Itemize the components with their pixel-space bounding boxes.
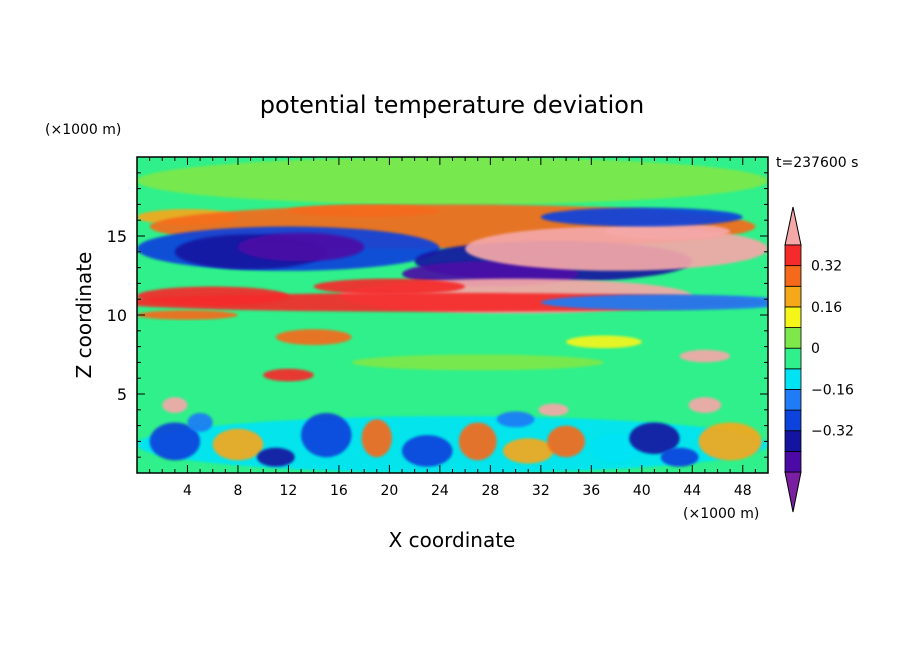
x-tick-label: 48 [734, 483, 752, 499]
contour-region [402, 435, 453, 467]
x-axis-title: X coordinate [389, 528, 516, 552]
colorbar-bin [784, 347, 802, 370]
colorbar-top-arrow [784, 206, 802, 246]
contour-region [313, 278, 466, 295]
x-tick-label: 4 [183, 483, 192, 499]
chart-title: potential temperature deviation [260, 91, 644, 119]
contour-region [660, 447, 699, 467]
x-tick-label: 36 [582, 483, 600, 499]
y-tick-label: 5 [117, 385, 127, 404]
contour-region [538, 403, 569, 417]
x-tick-label: 40 [633, 483, 651, 499]
colorbar-bin [784, 450, 802, 473]
colorbar-tick-label: 0 [811, 341, 820, 357]
x-tick-label: 20 [380, 483, 398, 499]
colorbar-bin [784, 409, 802, 432]
contour-region [698, 422, 762, 461]
contour-region [149, 422, 201, 461]
contour-region [629, 422, 680, 455]
contour-region [496, 411, 535, 428]
contour-field [137, 157, 768, 473]
contour-region [566, 335, 642, 349]
contour-region [162, 397, 188, 413]
colorbar-bin [784, 327, 802, 349]
colorbar: 0.32 0.16 0 −0.16 −0.32 [784, 206, 854, 513]
x-tick-label: 32 [532, 483, 550, 499]
y-tick-label: 10 [107, 306, 127, 325]
y-axis-title: Z coordinate [72, 252, 96, 379]
y-axis: 5 10 15 [107, 172, 768, 458]
contour-region [502, 438, 554, 464]
colorbar-bin [784, 244, 802, 267]
y-tick-label: 15 [107, 227, 127, 246]
contour-region [603, 223, 731, 240]
contour-region [256, 447, 295, 467]
contour-region [137, 286, 289, 306]
contour-region [679, 349, 731, 363]
x-axis: 4 8 12 16 20 24 28 32 36 40 44 48 [149, 157, 756, 499]
colorbar-tick-label: 0.16 [811, 300, 842, 316]
contour-region [275, 329, 352, 346]
x-unit-label: (×1000 m) [683, 506, 759, 522]
contour-region [688, 397, 722, 413]
x-tick-label: 16 [330, 483, 348, 499]
x-tick-label: 12 [280, 483, 298, 499]
contour-region [137, 157, 768, 205]
x-tick-label: 28 [481, 483, 499, 499]
colorbar-tick-label: 0.32 [811, 259, 842, 275]
x-tick-label: 8 [233, 483, 242, 499]
contour-region [540, 294, 768, 311]
contour-region [547, 425, 586, 458]
contour-region [137, 310, 238, 320]
time-label: t=237600 s [776, 155, 858, 171]
x-tick-label: 24 [431, 483, 449, 499]
y-unit-label: (×1000 m) [45, 122, 121, 138]
contour-region [212, 428, 264, 461]
colorbar-bin [784, 265, 802, 287]
contour-region [187, 412, 213, 432]
contour-region [263, 368, 314, 382]
contour-region [361, 419, 392, 458]
contour-region [540, 207, 743, 227]
contour-region [301, 412, 352, 458]
colorbar-tick-label: −0.16 [811, 382, 854, 398]
colorbar-bin [784, 368, 802, 390]
contour-region [351, 354, 604, 371]
x-tick-label: 44 [683, 483, 701, 499]
contour-region [237, 232, 365, 262]
colorbar-bin [784, 389, 802, 411]
colorbar-tick-label: −0.32 [811, 424, 854, 440]
contour-region [591, 433, 642, 462]
colorbar-bin [784, 430, 802, 452]
colorbar-bin [784, 285, 802, 308]
colorbar-bin [784, 306, 802, 328]
contour-region [458, 422, 497, 461]
colorbar-bottom-arrow [784, 471, 802, 513]
